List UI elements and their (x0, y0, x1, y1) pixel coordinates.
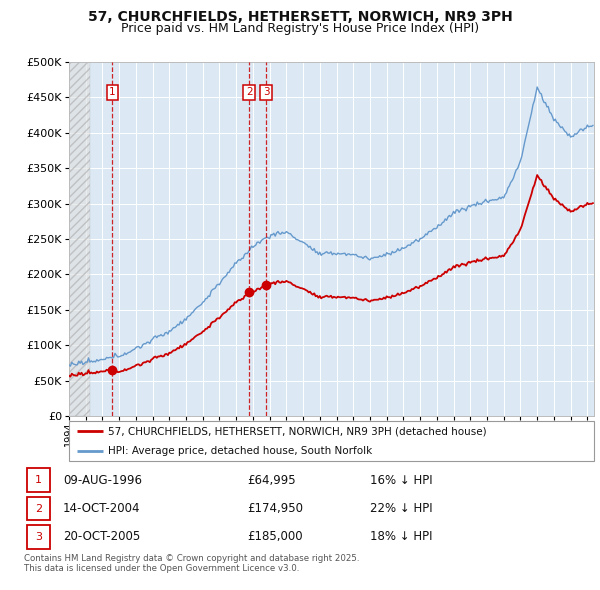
Text: 2: 2 (246, 87, 253, 97)
Text: 3: 3 (263, 87, 269, 97)
FancyBboxPatch shape (69, 421, 594, 461)
Text: £64,995: £64,995 (247, 474, 296, 487)
Text: 1: 1 (109, 87, 116, 97)
Text: 3: 3 (35, 532, 42, 542)
Text: 22% ↓ HPI: 22% ↓ HPI (370, 502, 433, 515)
Text: 1: 1 (35, 476, 42, 485)
Text: 16% ↓ HPI: 16% ↓ HPI (370, 474, 433, 487)
Text: 20-OCT-2005: 20-OCT-2005 (63, 530, 140, 543)
FancyBboxPatch shape (27, 468, 50, 492)
Text: 18% ↓ HPI: 18% ↓ HPI (370, 530, 433, 543)
Text: 57, CHURCHFIELDS, HETHERSETT, NORWICH, NR9 3PH (detached house): 57, CHURCHFIELDS, HETHERSETT, NORWICH, N… (109, 427, 487, 436)
Text: 09-AUG-1996: 09-AUG-1996 (63, 474, 142, 487)
Text: 2: 2 (35, 504, 42, 513)
FancyBboxPatch shape (27, 525, 50, 549)
Text: 14-OCT-2004: 14-OCT-2004 (63, 502, 140, 515)
Text: £185,000: £185,000 (247, 530, 303, 543)
Text: £174,950: £174,950 (247, 502, 303, 515)
Text: Contains HM Land Registry data © Crown copyright and database right 2025.
This d: Contains HM Land Registry data © Crown c… (24, 554, 359, 573)
FancyBboxPatch shape (27, 497, 50, 520)
Text: HPI: Average price, detached house, South Norfolk: HPI: Average price, detached house, Sout… (109, 447, 373, 456)
Text: 57, CHURCHFIELDS, HETHERSETT, NORWICH, NR9 3PH: 57, CHURCHFIELDS, HETHERSETT, NORWICH, N… (88, 10, 512, 24)
Text: Price paid vs. HM Land Registry's House Price Index (HPI): Price paid vs. HM Land Registry's House … (121, 22, 479, 35)
Bar (67, 62, 90, 416)
